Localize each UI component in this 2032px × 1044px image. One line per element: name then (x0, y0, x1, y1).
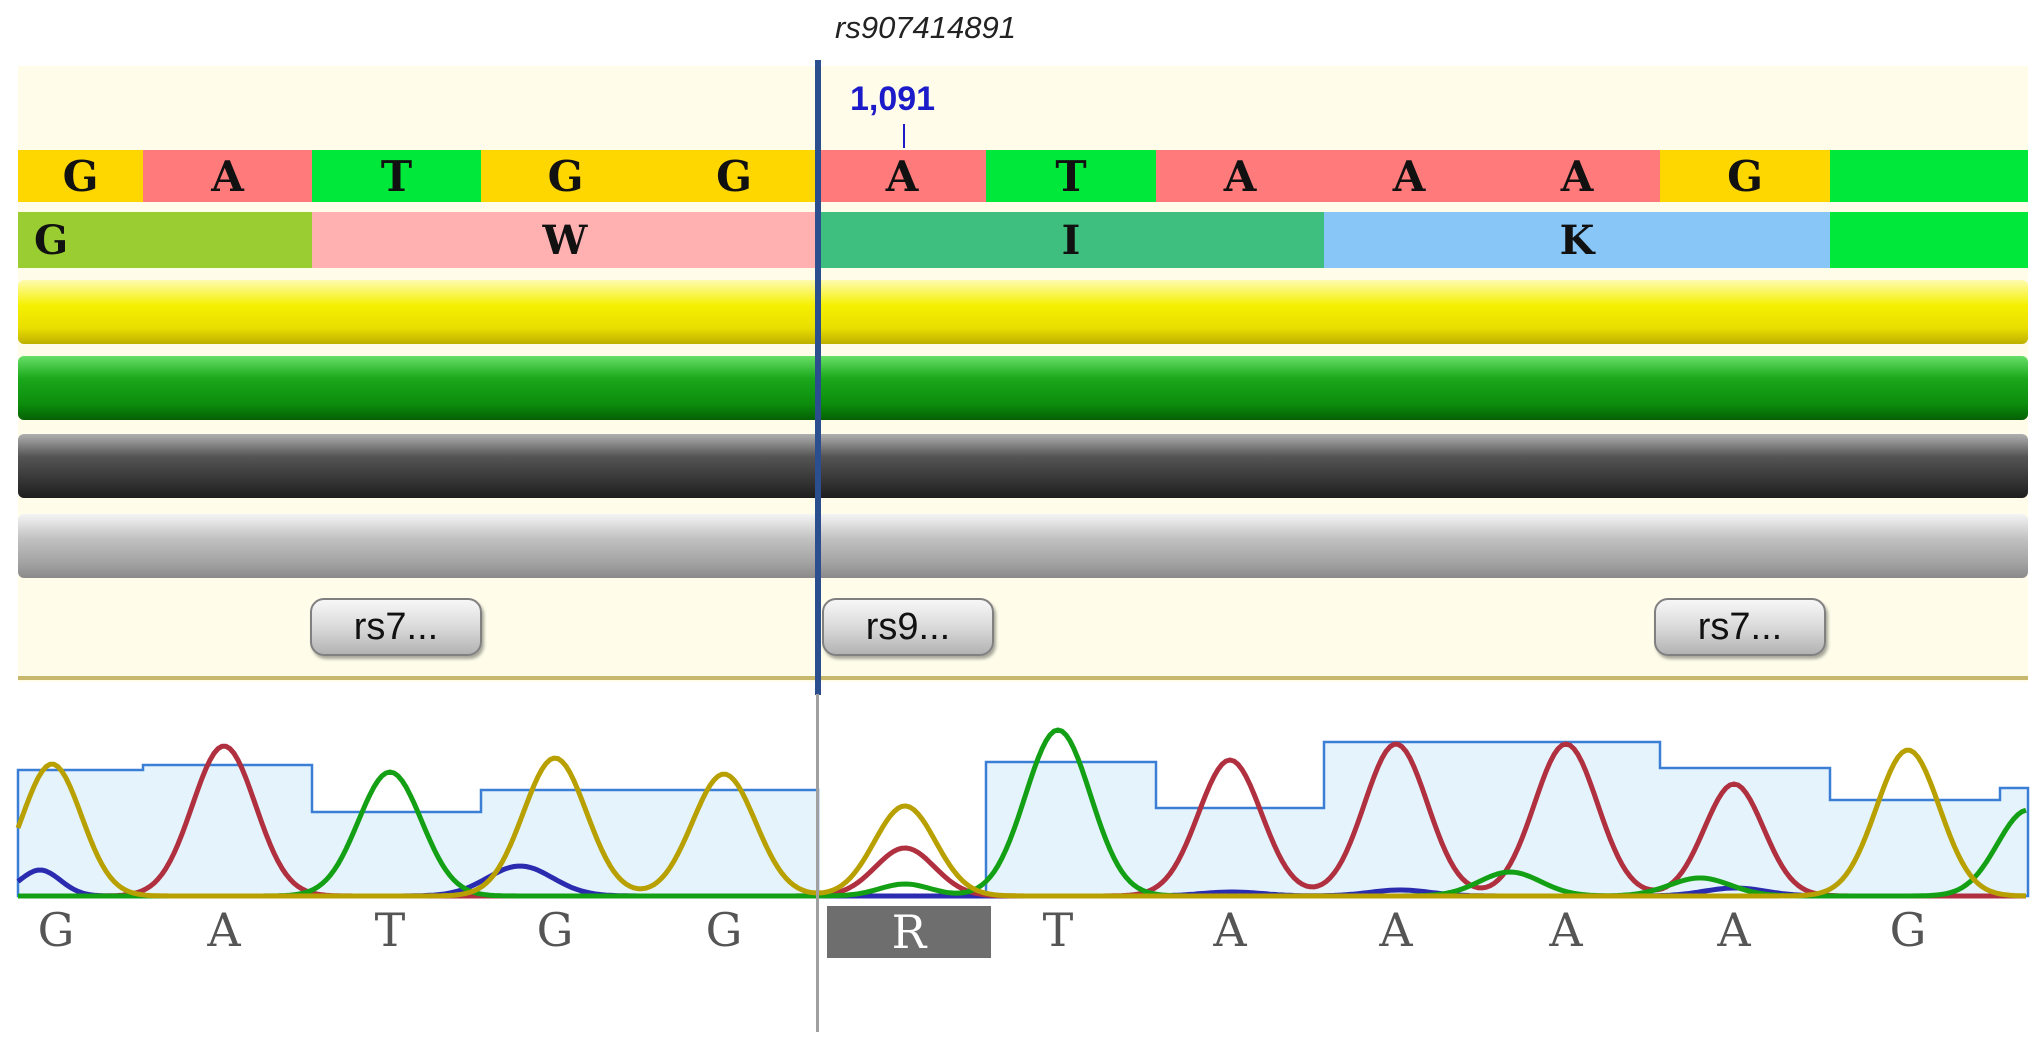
base-call[interactable]: G (536, 903, 574, 957)
nucleotide-cell[interactable]: G (18, 150, 143, 202)
base-call[interactable]: G (705, 903, 743, 957)
base-call[interactable]: A (207, 903, 241, 957)
amino-acid-cell[interactable]: G (18, 212, 312, 268)
amino-acid-cell[interactable]: I (818, 212, 1324, 268)
nucleotide-cell[interactable]: G (650, 150, 818, 202)
base-call[interactable]: A (1213, 903, 1247, 957)
amino-acid-cell[interactable] (1830, 212, 2028, 268)
nucleotide-cell[interactable]: A (1156, 150, 1324, 202)
base-call[interactable]: T (374, 903, 406, 957)
snp-title: rs907414891 (835, 10, 1016, 45)
nucleotide-cell[interactable]: A (1324, 150, 1494, 202)
nucleotide-cell[interactable] (1830, 150, 2028, 202)
nucleotide-cell[interactable]: G (1660, 150, 1830, 202)
base-call[interactable]: G (1889, 903, 1927, 957)
trace-line-t (18, 727, 2027, 899)
nucleotide-cell[interactable]: G (481, 150, 650, 202)
snp-button-2[interactable]: rs9... (822, 598, 994, 656)
yellow-annotation-track[interactable] (18, 280, 2028, 344)
nucleotide-cell[interactable]: A (1494, 150, 1660, 202)
base-call[interactable]: A (1379, 903, 1413, 957)
nucleotide-cell[interactable]: A (818, 150, 986, 202)
green-annotation-track[interactable] (18, 356, 2028, 420)
ambiguous-base-call[interactable]: R (827, 905, 991, 959)
amino-acid-cell[interactable]: W (312, 212, 818, 268)
base-call[interactable]: A (1717, 903, 1751, 957)
quality-profile (16, 740, 2030, 898)
nucleotide-cell[interactable]: T (312, 150, 481, 202)
position-tick (903, 124, 905, 148)
light-gray-annotation-track[interactable] (18, 514, 2028, 578)
base-call[interactable]: G (37, 903, 75, 957)
trace-line-g (15, 747, 2027, 899)
position-label: 1,091 (850, 80, 936, 118)
amino-acid-cell[interactable]: K (1324, 212, 1830, 268)
snp-button-3[interactable]: rs7... (1654, 598, 1826, 656)
panel-divider (18, 676, 2028, 680)
snp-button-1[interactable]: rs7... (310, 598, 482, 656)
base-call[interactable]: A (1549, 903, 1583, 957)
nucleotide-cell[interactable]: A (143, 150, 312, 202)
position-cursor-line (816, 694, 819, 1032)
dark-gray-annotation-track[interactable] (18, 434, 2028, 498)
base-call[interactable]: T (1042, 903, 1074, 957)
nucleotide-cell[interactable]: T (986, 150, 1156, 202)
position-cursor[interactable] (815, 60, 821, 695)
